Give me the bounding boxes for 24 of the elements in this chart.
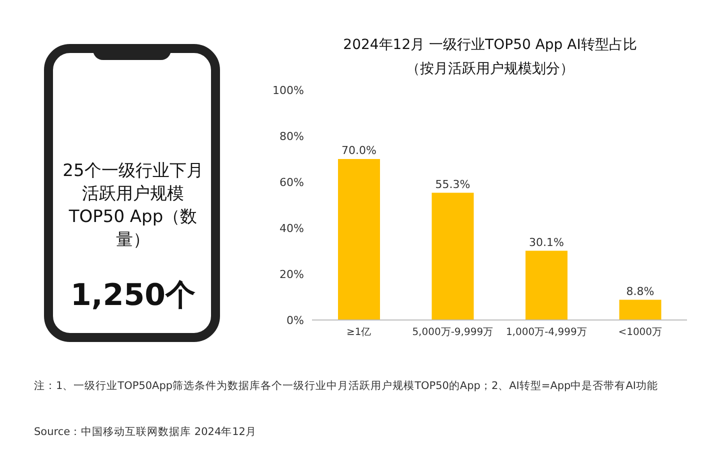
data-label: 70.0%	[342, 144, 376, 157]
y-tick-label: 100%	[272, 84, 304, 97]
x-tick-label: 1,000万-4,999万	[506, 327, 587, 338]
x-tick-label: 5,000万-9,999万	[412, 327, 494, 338]
bar	[432, 192, 474, 320]
data-label: 55.3%	[435, 178, 470, 191]
bar	[619, 300, 662, 320]
y-tick-label: 40%	[280, 222, 304, 235]
text: 1,250个	[70, 277, 196, 315]
data-label: 8.8%	[626, 284, 654, 298]
bar	[338, 159, 380, 320]
y-tick-label: 80%	[280, 130, 304, 143]
source-note: Source：中国移动互联网数据库 2024年12月	[34, 425, 256, 439]
y-tick-label: 0%	[286, 314, 304, 327]
chart-subtitle: （按月活跃用户规模划分）	[405, 60, 575, 78]
x-tick-label: ≥1亿	[346, 327, 372, 338]
bar	[526, 250, 568, 320]
text: 25个一级行业下月活跃用户规模TOP50 App（数量）	[62, 160, 204, 252]
text: 注：1、一级行业TOP50App筛选条件为数据库各个一级行业中月活跃用户规模TOP50的App；2、AI转型=App中是否带有AI功能	[34, 379, 659, 394]
y-tick-label: 20%	[280, 268, 304, 281]
data-label: 30.1%	[529, 236, 564, 249]
x-tick-label: <1000万	[618, 327, 662, 338]
chart-title: 2024年12月 一级行业TOP50 App AI转型占比	[342, 36, 638, 54]
y-tick-label: 60%	[280, 176, 304, 189]
